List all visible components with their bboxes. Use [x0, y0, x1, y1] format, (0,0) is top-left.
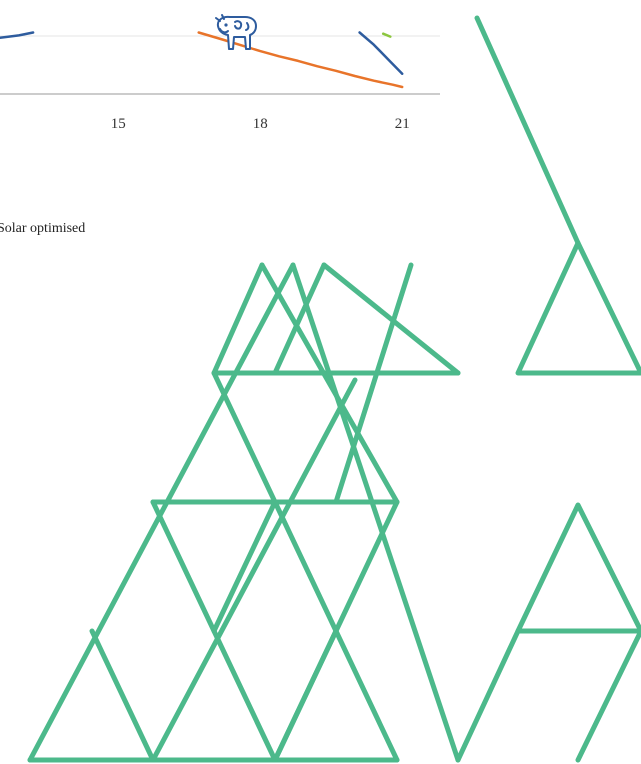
- series-line-4: [381, 32, 392, 38]
- diagonal-line-icon: [474, 15, 581, 246]
- x-tick-label: 21: [395, 116, 410, 132]
- series-line-3: [358, 31, 404, 75]
- series-layer: [0, 31, 404, 89]
- legend: Solar optimised: [0, 221, 85, 236]
- cow-icon: [215, 14, 257, 50]
- x-tick-labels: 15 18 21: [111, 116, 410, 132]
- x-tick-label: 15: [111, 116, 126, 132]
- triangle-icon: [515, 240, 641, 376]
- legend-label: Solar optimised: [0, 221, 85, 236]
- triangle-icon: [515, 502, 641, 634]
- x-tick-label: 18: [253, 116, 268, 132]
- series-line-1: [0, 31, 35, 39]
- triangle-pattern: [27, 15, 641, 763]
- series-line-2: [197, 31, 404, 89]
- triangle-icon: [455, 628, 641, 763]
- triangle-lattice: [27, 262, 461, 763]
- line-chart: 15 18 21: [0, 14, 440, 132]
